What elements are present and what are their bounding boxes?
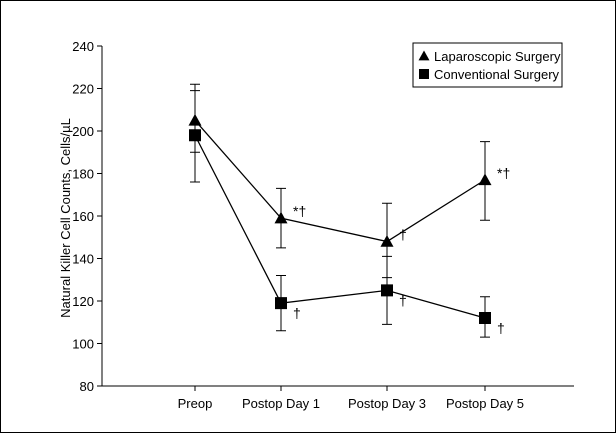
- legend-label-conventional: Conventional Surgery: [434, 67, 560, 82]
- data-point-conventional: [189, 129, 201, 142]
- legend-marker-laparoscopic: [418, 50, 430, 61]
- series-conventional: † † †: [189, 90, 505, 338]
- legend: Laparoscopic Surgery Conventional Surgery: [412, 42, 563, 88]
- significance-marker-conventional: †: [293, 305, 301, 321]
- x-tick-label: Postop Day 1: [242, 396, 320, 411]
- y-tick-label: 100: [72, 337, 94, 352]
- x-ticks: Preop Postop Day 1 Postop Day 3 Postop Day …: [178, 386, 524, 411]
- series-line-laparoscopic: [194, 119, 486, 243]
- legend-box: [412, 42, 563, 88]
- significance-marker-conventional: †: [497, 320, 505, 336]
- x-tick-label: Preop: [178, 396, 213, 411]
- data-point-laparoscopic: [380, 235, 394, 247]
- series-laparoscopic: *† † *†: [188, 83, 510, 279]
- y-tick-label: 200: [72, 124, 94, 139]
- significance-marker-laparoscopic: †: [399, 227, 407, 243]
- legend-label-laparoscopic: Laparoscopic Surgery: [434, 49, 561, 64]
- data-point-conventional: [479, 312, 491, 324]
- data-point-conventional: [275, 297, 287, 310]
- y-tick-label: 160: [72, 209, 94, 224]
- data-point-laparoscopic: [274, 211, 288, 224]
- y-tick-label: 180: [72, 167, 94, 182]
- y-ticks: 80 100 120 140 160 180 200 220 240: [72, 39, 102, 394]
- y-axis-label: Natural Killer Cell Counts, Cells/µL: [58, 118, 73, 318]
- data-point-conventional: [381, 284, 393, 297]
- y-tick-label: 220: [72, 82, 94, 97]
- plot-area: *† † *† † † †: [188, 83, 510, 338]
- x-tick-label: Postop Day 5: [446, 396, 524, 411]
- y-tick-label: 140: [72, 252, 94, 267]
- significance-marker-laparoscopic: *†: [293, 203, 306, 219]
- y-tick-label: 80: [80, 379, 94, 394]
- series-line-conventional: [194, 134, 486, 319]
- significance-marker-laparoscopic: *†: [497, 165, 510, 181]
- legend-marker-conventional: [419, 69, 429, 79]
- data-point-laparoscopic: [478, 173, 492, 186]
- y-tick-label: 120: [72, 294, 94, 309]
- x-tick-label: Postop Day 3: [348, 396, 426, 411]
- significance-marker-conventional: †: [399, 292, 407, 308]
- y-tick-label: 240: [72, 39, 94, 54]
